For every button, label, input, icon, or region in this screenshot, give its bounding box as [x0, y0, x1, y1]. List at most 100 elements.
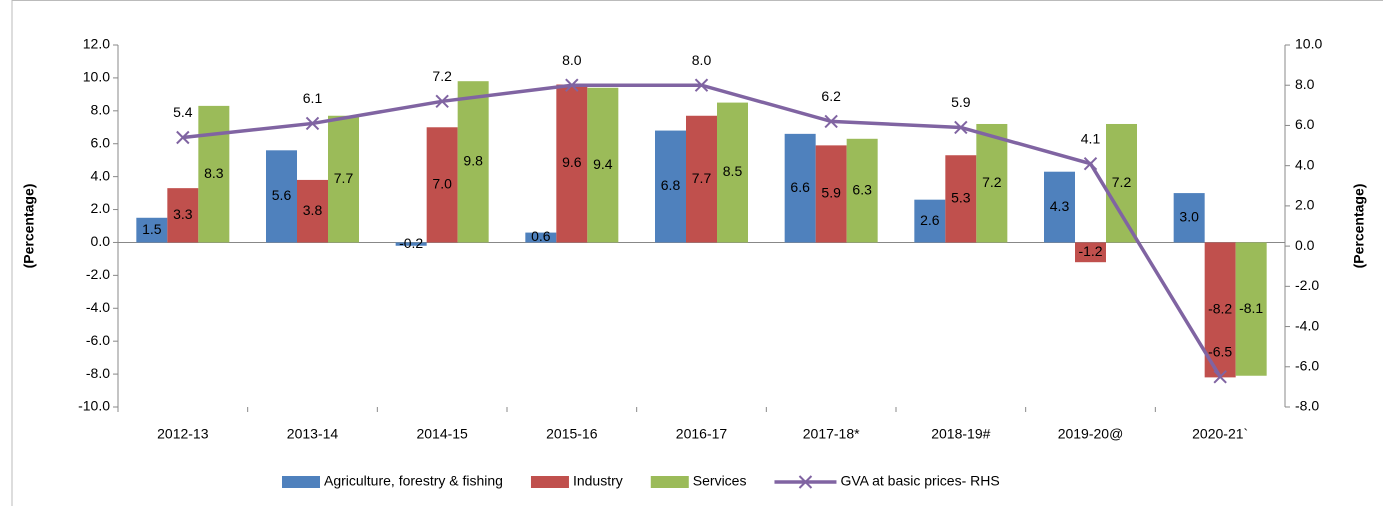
- data-label: 6.2: [821, 88, 841, 104]
- data-label: 1.5: [142, 221, 162, 237]
- legend-swatch: [282, 476, 320, 488]
- x-tick-label: 2020-21`: [1192, 426, 1248, 442]
- data-label: 8.3: [204, 165, 224, 181]
- y2-axis-title: (Percentage): [1351, 184, 1367, 269]
- data-label: 9.8: [463, 153, 483, 169]
- bar: [457, 81, 489, 243]
- bar: [1044, 171, 1075, 243]
- legend-label: Agriculture, forestry & fishing: [324, 473, 503, 489]
- y-tick-label: 12.0: [83, 36, 110, 52]
- y2-tick-label: -2.0: [1295, 277, 1319, 293]
- marker: [305, 116, 320, 131]
- y-tick-label: 0.0: [91, 233, 111, 249]
- data-label: 8.5: [723, 163, 743, 179]
- y-tick-label: -6.0: [86, 332, 110, 348]
- legend-swatch: [530, 476, 569, 488]
- bar: [556, 84, 588, 243]
- y2-tick-label: 4.0: [1295, 156, 1315, 172]
- data-label: 7.2: [982, 174, 1002, 190]
- data-label: 6.8: [661, 177, 681, 193]
- legend-label: Industry: [573, 473, 623, 489]
- bar: [198, 105, 230, 243]
- marker: [565, 78, 579, 92]
- data-label: 5.9: [821, 185, 841, 201]
- bar: [717, 102, 748, 243]
- y2-tick-label: 0.0: [1295, 237, 1315, 253]
- marker: [954, 120, 968, 135]
- bar: [167, 188, 199, 243]
- data-label: -0.2: [399, 235, 423, 251]
- y2-tick-label: -8.0: [1295, 398, 1319, 414]
- data-label: -8.1: [1239, 300, 1263, 316]
- data-label: -6.5: [1208, 344, 1232, 360]
- data-label: 5.3: [951, 190, 971, 206]
- x-tick-label: 2015-16: [546, 426, 598, 442]
- legend-label: GVA at basic prices- RHS: [840, 473, 999, 489]
- y-tick-label: -8.0: [86, 365, 110, 381]
- y-axis-title: (Percentage): [21, 184, 37, 269]
- y-tick-label: 4.0: [91, 167, 111, 183]
- y2-tick-label: 8.0: [1295, 76, 1315, 92]
- bar: [1235, 242, 1267, 376]
- y2-tick-label: 10.0: [1295, 36, 1322, 52]
- data-label: 4.3: [1050, 198, 1070, 214]
- data-label: 0.6: [531, 228, 551, 244]
- x-tick-label: 2014-15: [416, 426, 468, 442]
- data-label: 5.4: [173, 104, 193, 120]
- data-label: 6.3: [852, 181, 872, 197]
- data-label: 3.3: [173, 206, 193, 222]
- data-label: -8.2: [1208, 301, 1232, 317]
- x-tick-label: 2016-17: [676, 426, 728, 442]
- bar: [1173, 193, 1205, 243]
- marker: [824, 114, 838, 129]
- bar: [525, 232, 557, 243]
- legend-marker: [798, 475, 813, 489]
- bar: [266, 150, 297, 243]
- bar: [1075, 242, 1106, 263]
- x-tick-label: 2019-20@: [1058, 426, 1124, 442]
- data-label: 5.6: [272, 187, 292, 203]
- bar: [1106, 123, 1137, 243]
- y2-tick-label: 6.0: [1295, 116, 1315, 132]
- y-tick-label: -4.0: [86, 299, 110, 315]
- bar: [395, 242, 427, 246]
- bar: [784, 133, 816, 243]
- data-label: 7.0: [432, 176, 452, 192]
- data-label: 7.7: [334, 170, 354, 186]
- bar: [426, 127, 458, 243]
- data-label: 8.0: [692, 52, 712, 68]
- data-label: -1.2: [1078, 243, 1102, 259]
- data-label: 8.0: [562, 52, 582, 68]
- bar: [655, 130, 686, 243]
- y-tick-label: -10.0: [78, 398, 110, 414]
- bar: [945, 155, 977, 243]
- bar: [587, 87, 619, 243]
- data-label: 3.0: [1179, 208, 1199, 224]
- bar: [976, 123, 1008, 243]
- data-label: 9.6: [562, 154, 582, 170]
- y-tick-label: 2.0: [91, 200, 111, 216]
- y2-tick-label: -4.0: [1295, 317, 1319, 333]
- data-label: 4.1: [1081, 130, 1101, 146]
- y-tick-label: -2.0: [86, 266, 110, 282]
- data-label: 7.2: [432, 68, 452, 84]
- bar: [815, 145, 847, 243]
- marker: [176, 130, 190, 145]
- y-tick-label: 8.0: [91, 102, 111, 118]
- legend-label: Services: [693, 473, 747, 489]
- x-tick-label: 2013-14: [287, 426, 339, 442]
- y2-tick-label: 2.0: [1295, 197, 1315, 213]
- x-tick-label: 2017-18*: [803, 426, 860, 442]
- marker: [1083, 156, 1098, 171]
- bar: [328, 115, 359, 243]
- data-label: 7.7: [692, 170, 712, 186]
- data-label: 6.6: [790, 179, 810, 195]
- x-tick-label: 2018-19#: [931, 426, 990, 442]
- data-label: 7.2: [1112, 174, 1132, 190]
- legend-swatch: [650, 476, 689, 488]
- marker: [1213, 370, 1227, 384]
- marker: [694, 78, 709, 92]
- bar: [914, 199, 946, 243]
- data-label: 2.6: [920, 212, 940, 228]
